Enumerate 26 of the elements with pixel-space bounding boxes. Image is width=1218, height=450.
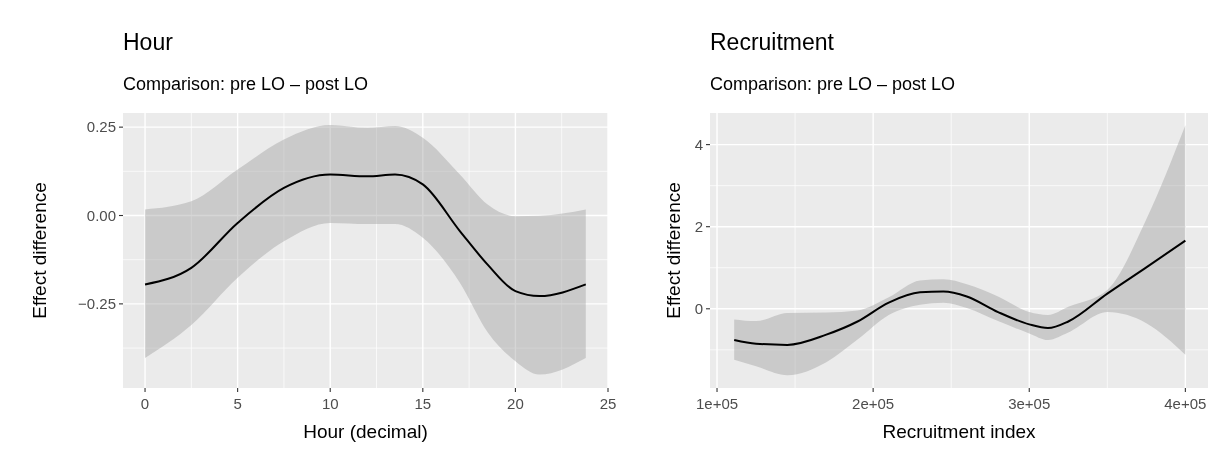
x-tick-label: 25 (599, 395, 617, 412)
chart-subtitle: Comparison: pre LO – post LO (123, 74, 369, 94)
y-axis-title: Effect difference (663, 182, 684, 319)
x-axis-title: Hour (decimal) (303, 421, 428, 442)
chart-title: Recruitment (710, 29, 835, 55)
line-series (144, 173, 587, 298)
x-tick-label: 10 (321, 395, 339, 412)
y-axis-title: Effect difference (29, 182, 50, 319)
x-tick-label: 1e+05 (695, 395, 739, 412)
x-tick-label: 4e+05 (1164, 395, 1207, 412)
y-tick-label: 0.00 (86, 206, 116, 224)
line-series (733, 239, 1187, 346)
y-tick-label: 4 (694, 135, 703, 153)
x-tick-label: 20 (507, 395, 524, 412)
x-tick-label: 3e+05 (1008, 395, 1051, 412)
x-tick-label: 0 (140, 395, 150, 412)
x-tick-label: 15 (414, 395, 432, 412)
x-tick-label: 5 (233, 395, 242, 412)
chart-title: Hour (123, 29, 174, 55)
chart-subtitle: Comparison: pre LO – post LO (710, 74, 956, 94)
y-tick-label: 0.25 (86, 118, 116, 136)
x-tick-label: 2e+05 (852, 395, 895, 412)
y-tick-label: −0.25 (78, 294, 116, 312)
x-axis-title: Recruitment index (882, 421, 1037, 442)
y-tick-label: 2 (694, 217, 703, 235)
y-tick-label: 0 (694, 299, 703, 317)
